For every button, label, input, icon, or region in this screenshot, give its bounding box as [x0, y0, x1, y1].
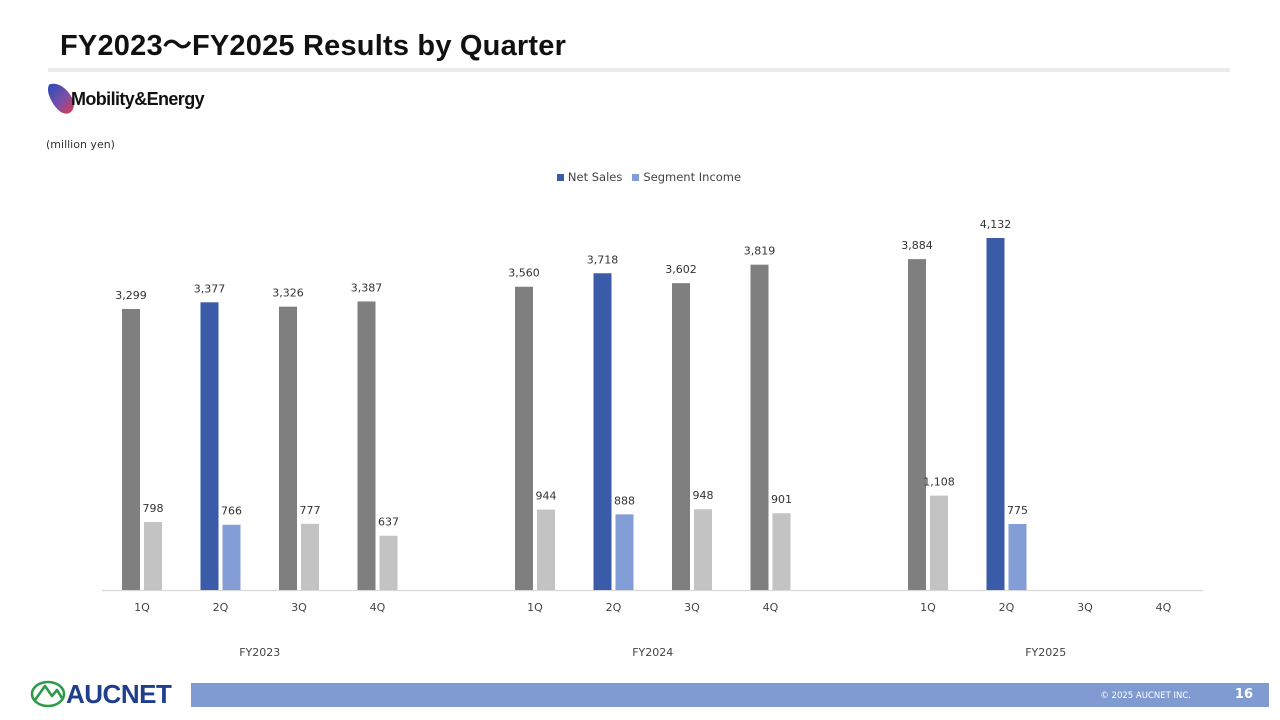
footer-bar: © 2025 AUCNET INC. 16	[191, 683, 1269, 707]
bar-segment-income-FY2025-2Q	[1008, 523, 1027, 590]
tick-label-FY2024-2Q: 2Q	[606, 601, 622, 614]
tick-label-FY2024-3Q: 3Q	[684, 601, 700, 614]
bar-segment-income-FY2024-1Q	[537, 509, 555, 590]
data-label-segment-income-FY2023-4Q: 637	[378, 516, 399, 529]
bar-segment-income-FY2023-4Q	[379, 535, 398, 590]
mobility-energy-logo-icon	[48, 83, 74, 114]
data-label-segment-income-FY2023-1Q: 798	[143, 502, 164, 515]
tick-label-FY2023-2Q: 2Q	[213, 601, 229, 614]
group-label-FY2025: FY2025	[1025, 646, 1066, 659]
data-label-segment-income-FY2024-2Q: 888	[614, 494, 635, 507]
title-divider	[48, 68, 1230, 72]
data-label-net-sales-FY2024-1Q: 3,560	[508, 267, 540, 280]
tick-label-FY2023-3Q: 3Q	[291, 601, 307, 614]
group-label-FY2024: FY2024	[632, 646, 673, 659]
bar-segment-income-FY2024-2Q	[615, 514, 634, 590]
page-number: 16	[1234, 687, 1253, 702]
bar-segment-income-FY2023-2Q	[222, 524, 241, 590]
bar-segment-income-FY2024-3Q	[694, 509, 712, 590]
bar-net-sales-FY2023-2Q	[200, 302, 219, 590]
tick-label-FY2024-4Q: 4Q	[763, 601, 779, 614]
tick-label-FY2025-3Q: 3Q	[1077, 601, 1093, 614]
chart-legend: Net Sales Segment Income	[0, 169, 1280, 185]
data-label-segment-income-FY2024-1Q: 944	[536, 490, 557, 503]
copyright: © 2025 AUCNET INC.	[1100, 691, 1191, 701]
bar-net-sales-FY2024-2Q	[593, 273, 612, 590]
unit-label: (million yen)	[46, 138, 115, 151]
bar-net-sales-FY2024-3Q	[672, 283, 690, 590]
tick-label-FY2024-1Q: 1Q	[527, 601, 543, 614]
data-label-net-sales-FY2024-3Q: 3,602	[665, 263, 697, 276]
bar-net-sales-FY2025-2Q	[986, 238, 1005, 590]
bar-segment-income-FY2024-4Q	[772, 513, 791, 590]
data-label-net-sales-FY2024-4Q: 3,819	[744, 245, 776, 258]
bar-segment-income-FY2023-3Q	[301, 523, 319, 590]
data-label-segment-income-FY2024-4Q: 901	[771, 493, 792, 506]
legend-item-net-sales: Net Sales	[556, 169, 623, 185]
bar-net-sales-FY2024-4Q	[750, 264, 769, 590]
segment-logo: Mobility&Energy	[47, 82, 247, 118]
legend-swatch-segment-income	[632, 173, 640, 181]
bar-net-sales-FY2025-1Q	[908, 259, 926, 590]
bar-net-sales-FY2024-1Q	[515, 286, 533, 590]
data-label-net-sales-FY2023-1Q: 3,299	[115, 289, 147, 302]
data-label-net-sales-FY2023-4Q: 3,387	[351, 281, 383, 294]
bar-segment-income-FY2025-1Q	[930, 495, 948, 590]
bar-net-sales-FY2023-3Q	[279, 306, 297, 590]
tick-label-FY2025-2Q: 2Q	[999, 601, 1015, 614]
tick-label-FY2023-1Q: 1Q	[134, 601, 150, 614]
tick-label-FY2025-1Q: 1Q	[920, 601, 936, 614]
data-label-net-sales-FY2023-2Q: 3,377	[194, 282, 226, 295]
data-label-net-sales-FY2025-1Q: 3,884	[901, 239, 933, 252]
aucnet-wordmark: AUCNET	[66, 679, 172, 709]
quarterly-results-chart: 3,299 798 1Q 3,377 766 2Q 3,326 777 3Q 3,387 637 4Q…	[102, 218, 1203, 659]
data-label-segment-income-FY2024-3Q: 948	[693, 489, 714, 502]
legend-swatch-net-sales	[556, 173, 564, 181]
aucnet-logo: AUCNET	[30, 679, 180, 709]
aucnet-logo-icon	[30, 680, 66, 708]
data-label-segment-income-FY2025-1Q: 1,108	[923, 476, 955, 489]
bar-net-sales-FY2023-1Q	[122, 308, 140, 590]
page-title: FY2023～FY2025 Results by Quarter	[60, 30, 567, 62]
bar-net-sales-FY2023-4Q	[357, 301, 376, 590]
data-label-net-sales-FY2023-3Q: 3,326	[272, 287, 304, 300]
tick-label-FY2023-4Q: 4Q	[370, 601, 386, 614]
bar-segment-income-FY2023-1Q	[144, 522, 162, 590]
legend-label-net-sales: Net Sales	[567, 170, 623, 184]
tick-label-FY2025-4Q: 4Q	[1156, 601, 1172, 614]
data-label-segment-income-FY2023-2Q: 766	[221, 505, 242, 518]
legend-label-segment-income: Segment Income	[643, 170, 742, 184]
legend-item-segment-income: Segment Income	[632, 169, 741, 185]
data-label-segment-income-FY2023-3Q: 777	[300, 504, 321, 517]
group-label-FY2023: FY2023	[239, 646, 280, 659]
segment-name: Mobility&Energy	[71, 89, 205, 109]
data-label-net-sales-FY2025-2Q: 4,132	[980, 218, 1012, 231]
data-label-net-sales-FY2024-2Q: 3,718	[587, 253, 619, 266]
data-label-segment-income-FY2025-2Q: 775	[1007, 504, 1028, 517]
